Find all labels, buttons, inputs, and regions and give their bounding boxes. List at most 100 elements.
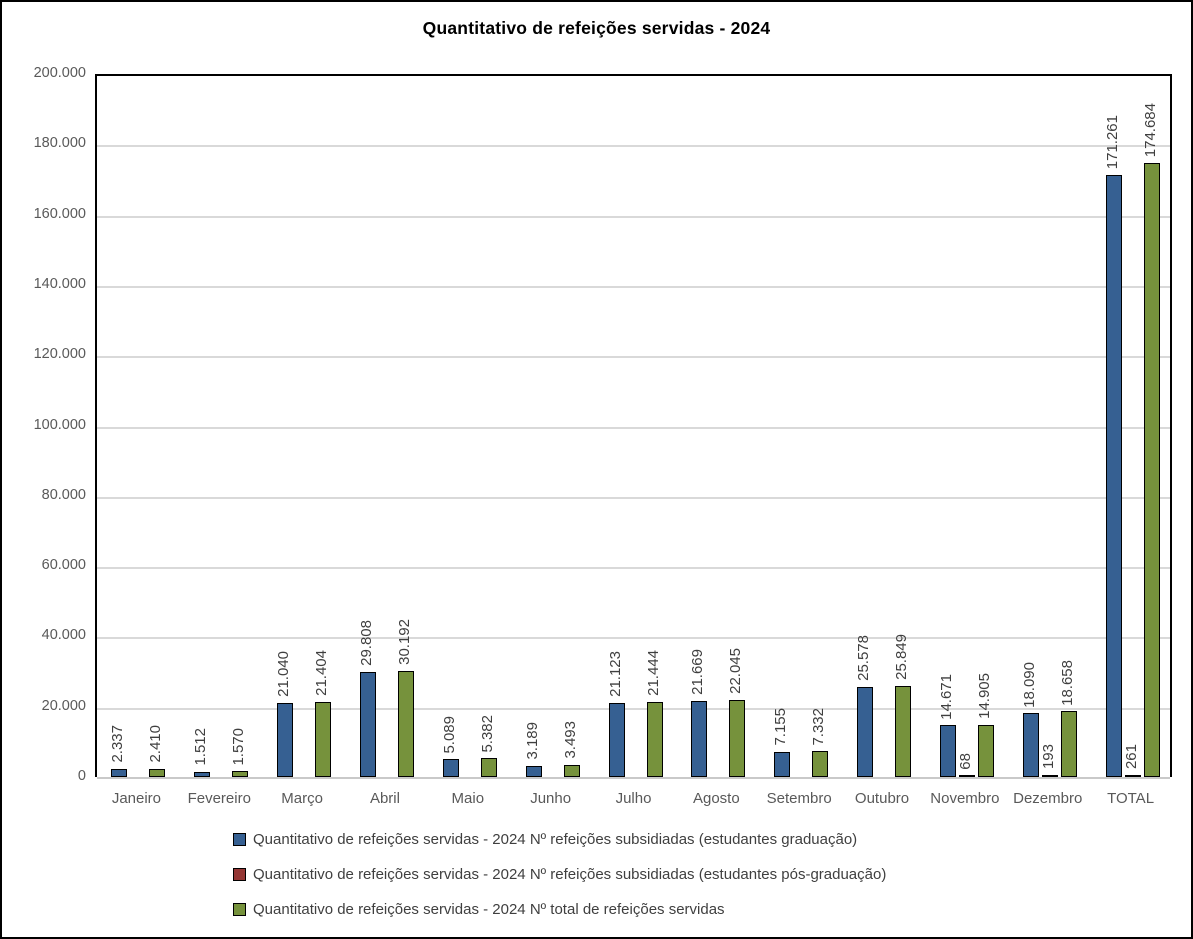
x-axis-tick-label: Julho <box>615 790 652 807</box>
bar-series3-novembro[interactable] <box>977 724 994 777</box>
legend-swatch-icon <box>233 832 246 846</box>
data-label: 174.684 <box>1141 102 1159 157</box>
bar-series3-outubro[interactable] <box>895 686 912 777</box>
bar-series1-setembro[interactable] <box>774 751 791 777</box>
data-label: 21.040 <box>275 651 293 698</box>
gridline <box>97 426 1170 429</box>
bar-series2-total[interactable] <box>1124 775 1141 777</box>
y-axis-tick-label: 0 <box>77 768 86 784</box>
bar-series3-julho[interactable] <box>646 701 663 777</box>
gridline <box>97 567 1170 570</box>
data-label: 1.570 <box>230 727 248 766</box>
bar-series3-setembro[interactable] <box>812 751 829 777</box>
y-axis-tick-label: 140.000 <box>33 275 86 292</box>
data-label: 14.671 <box>937 673 955 720</box>
data-label: 7.332 <box>810 707 828 746</box>
y-axis-tick-label: 180.000 <box>33 135 86 152</box>
data-label: 261 <box>1122 744 1140 770</box>
data-label: 5.382 <box>478 714 496 753</box>
bar-series1-maio[interactable] <box>442 759 459 777</box>
gridline <box>97 496 1170 499</box>
x-axis-tick-label: Junho <box>530 790 572 807</box>
data-label: 14.905 <box>975 672 993 719</box>
bar-series2-novembro[interactable] <box>958 775 975 777</box>
data-label: 21.123 <box>606 650 624 697</box>
x-axis-tick-label: Janeiro <box>111 790 162 807</box>
x-axis-tick-label: Novembro <box>930 790 1000 807</box>
bar-series1-julho[interactable] <box>608 702 625 777</box>
data-label: 25.578 <box>855 635 873 682</box>
bar-series1-total[interactable] <box>1105 175 1122 777</box>
x-axis-line <box>97 777 1170 779</box>
legend-swatch-icon <box>233 902 246 916</box>
data-label: 21.669 <box>689 648 707 695</box>
y-axis-tick-label: 120.000 <box>33 346 86 363</box>
legend-item-series3[interactable]: Quantitativo de refeições servidas - 202… <box>233 898 886 920</box>
gridline <box>97 215 1170 218</box>
bar-series3-maio[interactable] <box>480 758 497 777</box>
y-axis-tick-label: 100.000 <box>33 416 86 433</box>
x-axis-tick-label: Março <box>281 790 323 807</box>
bar-series1-março[interactable] <box>277 703 294 777</box>
y-axis-tick-label: 20.000 <box>41 697 86 714</box>
bar-series1-outubro[interactable] <box>857 687 874 777</box>
bar-series1-fevereiro[interactable] <box>194 771 211 777</box>
data-label: 21.444 <box>644 649 662 696</box>
gridline <box>97 707 1170 710</box>
bar-series3-agosto[interactable] <box>729 699 746 777</box>
gridline <box>97 356 1170 359</box>
bar-series3-janeiro[interactable] <box>149 768 166 777</box>
x-axis-tick-label: Fevereiro <box>187 790 251 807</box>
data-label: 21.404 <box>313 649 331 696</box>
legend-item-series1[interactable]: Quantitativo de refeições servidas - 202… <box>233 828 886 850</box>
data-label: 18.658 <box>1058 659 1076 706</box>
data-label: 2.410 <box>147 724 165 763</box>
gridline <box>97 637 1170 640</box>
legend-label: Quantitativo de refeições servidas - 202… <box>253 865 887 883</box>
bar-series3-fevereiro[interactable] <box>232 771 249 777</box>
bar-series3-março[interactable] <box>315 701 332 777</box>
y-axis-tick-label: 200.000 <box>33 65 86 81</box>
data-label: 2.337 <box>109 725 127 763</box>
plot-area: 2.337 2.410 1.512 1.570 21.040 21.404 29.808 30… <box>95 74 1172 779</box>
x-axis-tick-label: Maio <box>451 790 485 807</box>
legend-label: Quantitativo de refeições servidas - 202… <box>253 830 858 848</box>
data-label: 193 <box>1039 744 1057 770</box>
bar-series2-dezembro[interactable] <box>1041 775 1058 777</box>
x-axis-tick-label: Agosto <box>692 790 740 807</box>
x-axis-tick-label: Outubro <box>854 790 910 807</box>
gridline <box>97 285 1170 288</box>
data-label: 30.192 <box>395 619 413 665</box>
x-axis-tick-label: Dezembro <box>1013 790 1083 807</box>
bar-series1-junho[interactable] <box>525 765 542 777</box>
bar-series3-junho[interactable] <box>563 764 580 777</box>
legend-label: Quantitativo de refeições servidas - 202… <box>253 900 725 918</box>
data-label: 68 <box>956 752 974 770</box>
data-label: 3.189 <box>523 722 541 760</box>
bar-series1-agosto[interactable] <box>691 700 708 777</box>
legend-item-series2[interactable]: Quantitativo de refeições servidas - 202… <box>233 863 886 885</box>
data-label: 3.493 <box>561 721 579 759</box>
x-axis-tick-label: TOTAL <box>1107 790 1155 807</box>
bar-series3-dezembro[interactable] <box>1060 711 1077 777</box>
data-label: 29.808 <box>357 620 375 667</box>
data-label: 18.090 <box>1020 661 1038 708</box>
y-axis-tick-label: 40.000 <box>41 627 86 644</box>
x-axis-tick-label: Setembro <box>766 790 832 807</box>
bar-series3-abril[interactable] <box>397 670 414 777</box>
bar-series1-janeiro[interactable] <box>111 768 128 777</box>
data-label: 22.045 <box>727 647 745 694</box>
gridline <box>97 145 1170 148</box>
data-label: 1.512 <box>192 728 210 766</box>
bar-series1-dezembro[interactable] <box>1022 713 1039 777</box>
bar-series3-total[interactable] <box>1143 163 1160 777</box>
x-axis-tick-label: Abril <box>369 790 400 807</box>
bar-series1-novembro[interactable] <box>939 725 956 777</box>
legend-swatch-icon <box>233 867 246 881</box>
data-label: 25.849 <box>893 634 911 681</box>
data-label: 171.261 <box>1103 114 1121 170</box>
data-label: 5.089 <box>440 715 458 754</box>
data-label: 7.155 <box>772 708 790 746</box>
bar-series1-abril[interactable] <box>359 672 376 777</box>
